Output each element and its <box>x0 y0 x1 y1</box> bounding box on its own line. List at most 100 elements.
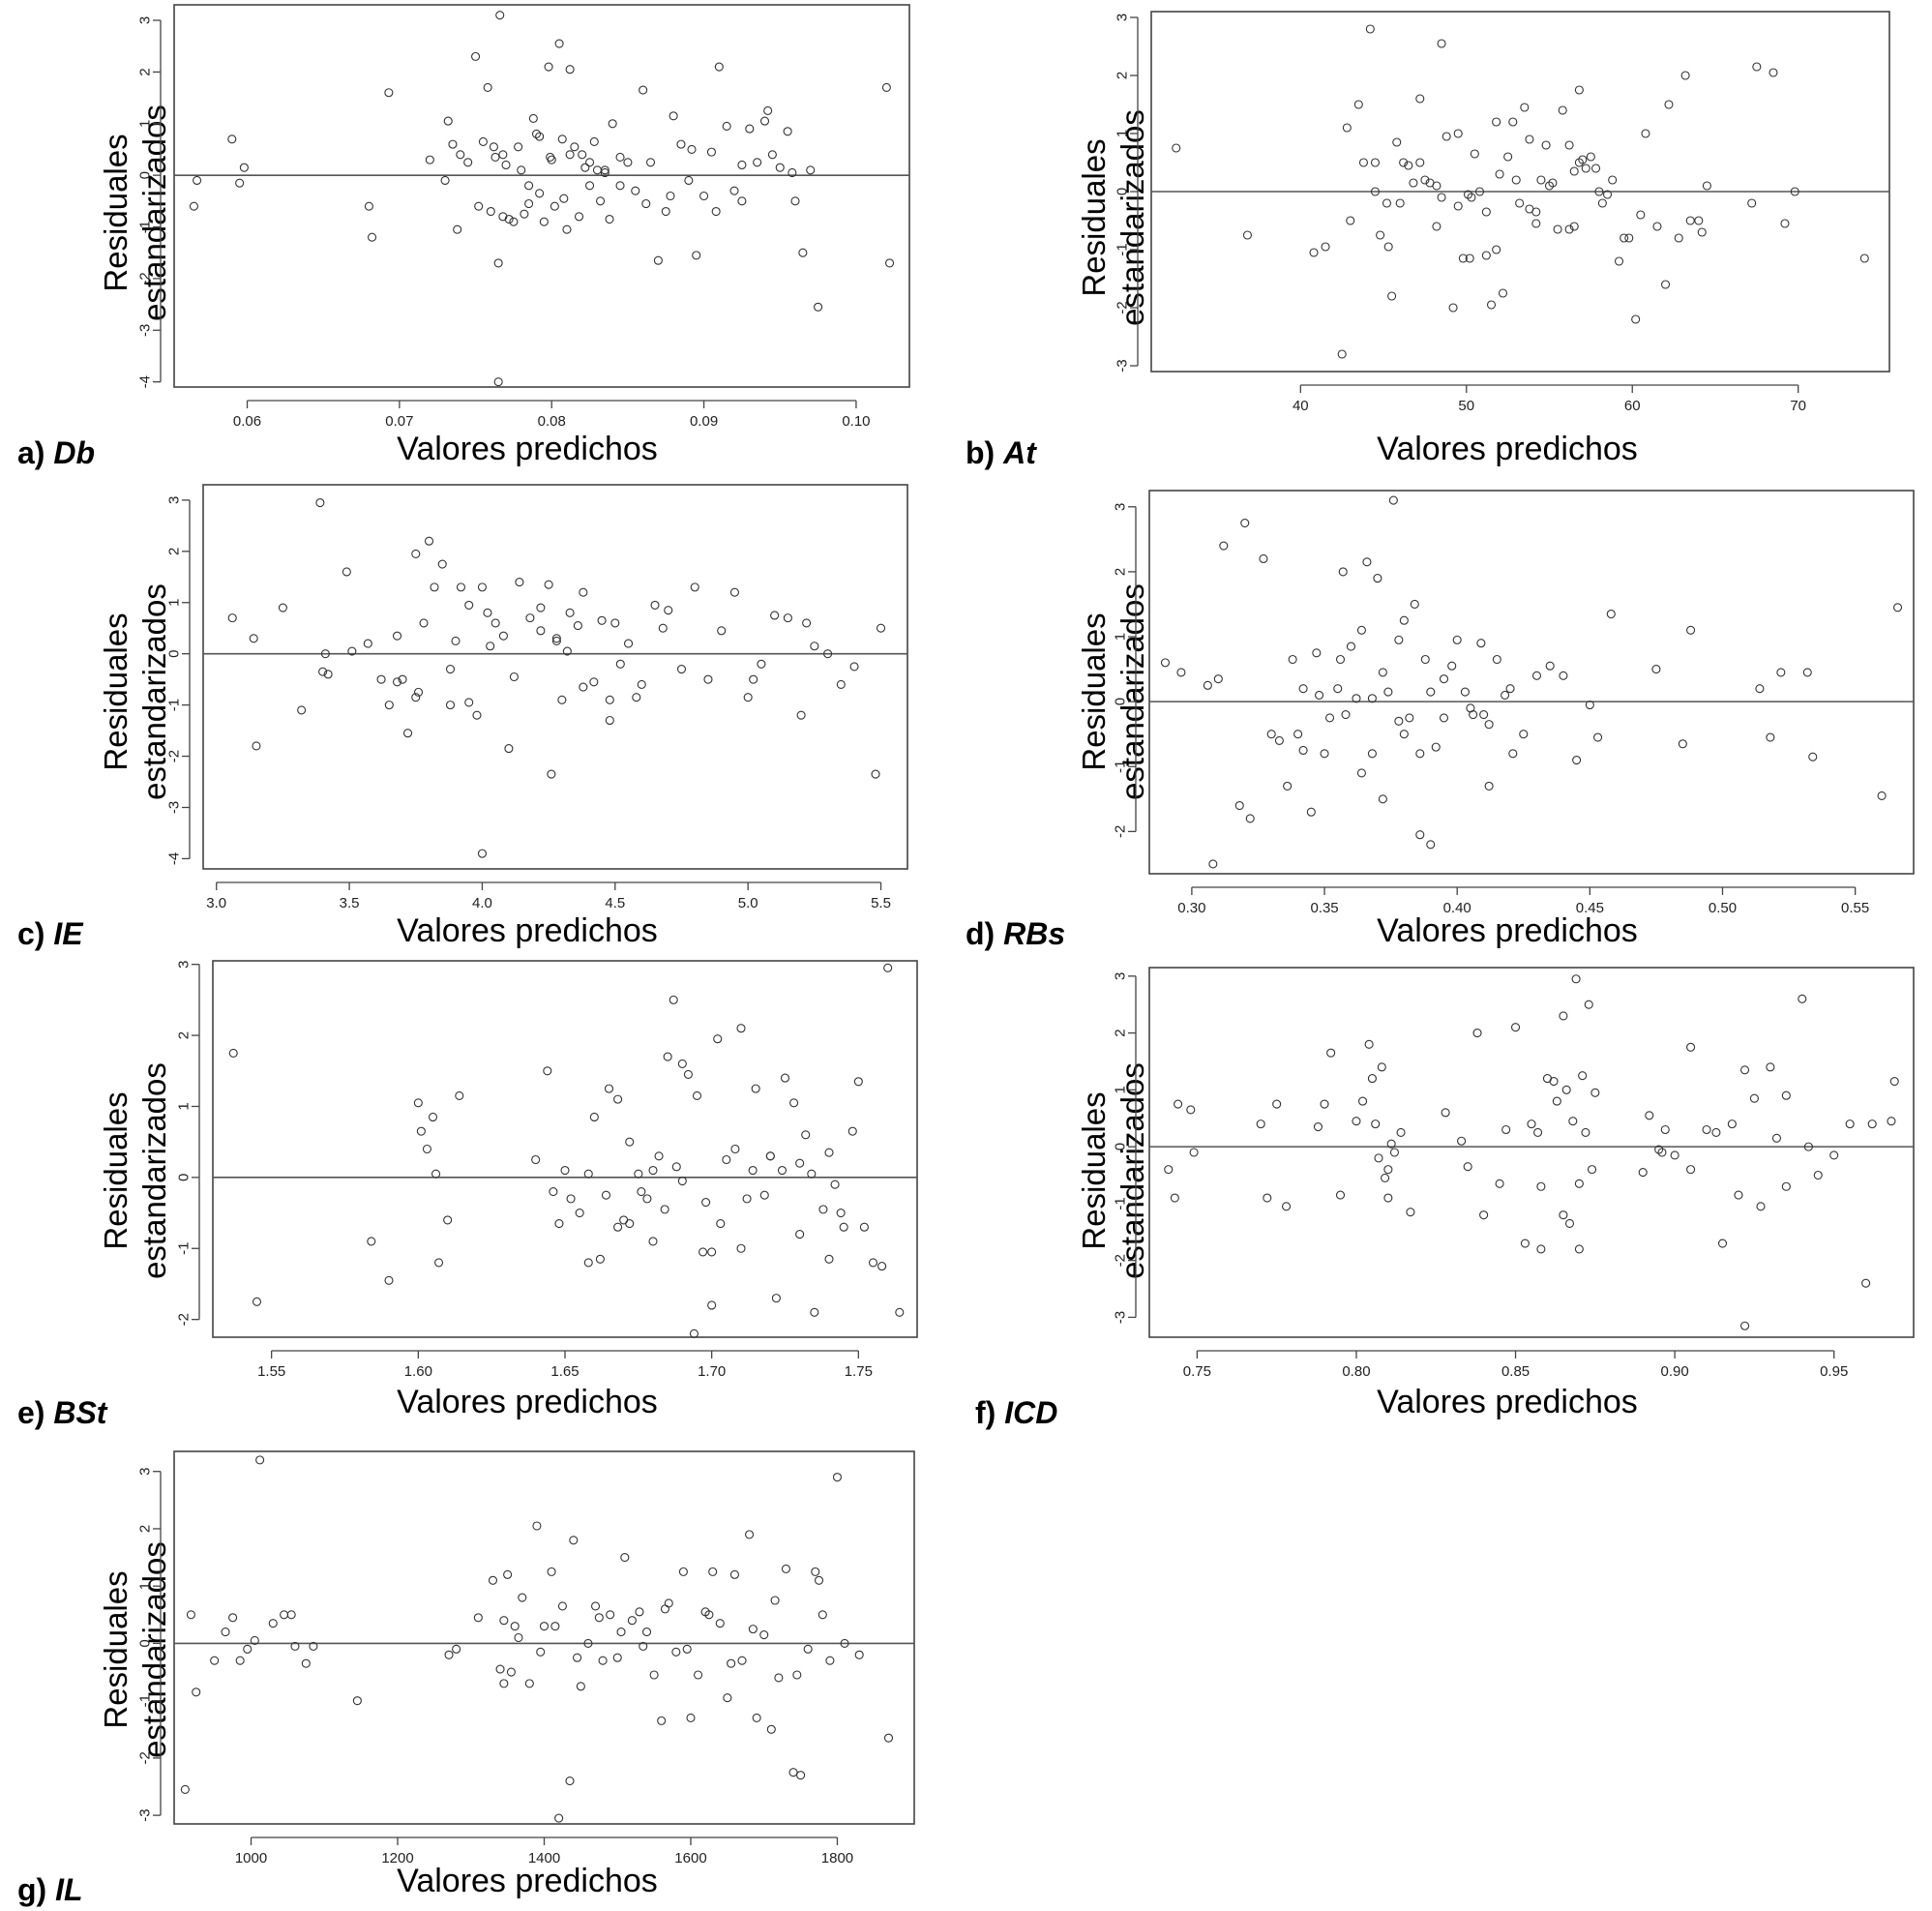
data-point <box>707 1247 717 1257</box>
data-point <box>1373 574 1382 583</box>
data-point <box>1654 1145 1664 1154</box>
data-point <box>1845 1120 1855 1129</box>
data-point <box>384 88 394 98</box>
data-point <box>1479 1210 1489 1220</box>
data-point <box>1321 242 1330 252</box>
x-tick-label: 1.65 <box>550 1363 579 1380</box>
data-point <box>1558 105 1567 115</box>
data-point <box>557 695 567 704</box>
data-point <box>637 679 646 689</box>
data-point <box>1608 175 1618 185</box>
data-point <box>1525 134 1534 144</box>
plot-frame <box>173 4 910 388</box>
data-point <box>1320 749 1329 759</box>
data-point <box>506 1667 516 1677</box>
data-point <box>471 51 481 61</box>
data-point <box>318 667 328 676</box>
x-tick-label: 1.55 <box>257 1363 285 1380</box>
y-tick-label: 1 <box>137 120 154 128</box>
data-point <box>637 1186 646 1197</box>
data-point <box>278 603 287 612</box>
y-tick-label: -1 <box>1115 243 1131 255</box>
y-tick-label: 2 <box>1113 1029 1129 1036</box>
data-point <box>1620 233 1629 243</box>
data-point <box>654 1151 664 1161</box>
data-point <box>1338 567 1348 577</box>
data-point <box>590 1601 601 1611</box>
data-point <box>210 1656 220 1665</box>
data-point <box>499 1616 509 1626</box>
data-point <box>783 613 792 623</box>
data-point <box>1510 1023 1521 1032</box>
data-point <box>1283 781 1293 791</box>
panel-label-e: e) BSt <box>17 1395 107 1430</box>
data-point <box>514 142 523 152</box>
data-point <box>604 1084 614 1093</box>
data-point <box>1415 158 1425 167</box>
data-point <box>1405 713 1414 723</box>
data-point <box>1463 1162 1472 1172</box>
y-tick-label: -1 <box>176 1242 193 1255</box>
data-point <box>575 1209 584 1218</box>
data-point <box>818 1205 828 1214</box>
data-point <box>1367 749 1377 759</box>
data-point <box>610 618 620 628</box>
data-point <box>1432 222 1442 231</box>
data-point <box>722 1154 731 1165</box>
data-point <box>228 1048 238 1058</box>
data-point <box>1571 974 1581 984</box>
y-tick-label: -4 <box>166 852 183 865</box>
plot-frame <box>212 960 918 1338</box>
data-point <box>517 165 526 175</box>
data-point <box>854 1650 864 1659</box>
y-tick-label: -3 <box>137 1808 154 1821</box>
data-point <box>678 1567 688 1576</box>
data-point <box>690 582 699 592</box>
x-tick-label: 0.75 <box>1183 1363 1211 1380</box>
data-point <box>669 111 678 121</box>
data-point <box>650 600 660 610</box>
data-point <box>473 1613 483 1623</box>
data-point <box>595 1254 605 1264</box>
data-point <box>1437 39 1446 48</box>
data-point <box>503 1569 513 1579</box>
data-point <box>524 181 534 191</box>
y-tick-label: -1 <box>166 699 183 711</box>
data-point <box>1541 140 1551 150</box>
data-point <box>477 582 488 592</box>
data-point <box>1593 732 1603 742</box>
data-point <box>515 578 524 587</box>
data-point <box>1365 24 1375 34</box>
data-point <box>1370 187 1381 196</box>
data-point <box>1415 830 1425 840</box>
data-point <box>1660 1124 1670 1135</box>
data-point <box>411 549 421 559</box>
data-point <box>1439 674 1449 684</box>
x-tick-label: 0.10 <box>842 413 870 430</box>
data-point <box>639 1641 648 1651</box>
x-tick-label: 5.5 <box>871 895 891 911</box>
data-point <box>1574 85 1584 95</box>
data-point <box>703 674 713 684</box>
data-point <box>649 1670 659 1680</box>
data-point <box>1371 1120 1381 1129</box>
data-point <box>1370 158 1381 167</box>
data-point <box>474 201 484 211</box>
data-point <box>847 1126 857 1136</box>
data-point <box>430 582 439 592</box>
data-point <box>453 224 462 234</box>
data-point <box>504 214 514 224</box>
y-tick-label: -1 <box>137 1694 154 1707</box>
data-point <box>486 206 495 217</box>
y-tick-label: 2 <box>137 1525 154 1533</box>
data-point <box>1466 703 1475 713</box>
data-point <box>464 698 474 707</box>
data-point <box>840 1638 849 1648</box>
data-point <box>814 302 823 312</box>
data-point <box>1431 742 1441 752</box>
data-point <box>727 1658 736 1668</box>
data-point <box>752 1713 761 1722</box>
x-axis-label: Valores predichos <box>397 1863 658 1899</box>
data-point <box>1399 615 1409 625</box>
data-point <box>376 674 386 684</box>
